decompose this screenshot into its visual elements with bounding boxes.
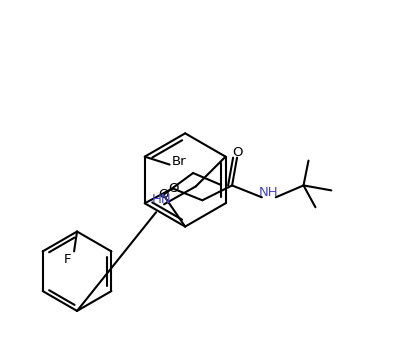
- Text: F: F: [63, 253, 71, 266]
- Text: Br: Br: [172, 155, 187, 168]
- Text: NH: NH: [259, 186, 279, 199]
- Text: HN: HN: [152, 193, 172, 206]
- Text: O: O: [169, 182, 179, 195]
- Text: O: O: [158, 188, 169, 201]
- Text: O: O: [232, 146, 242, 159]
